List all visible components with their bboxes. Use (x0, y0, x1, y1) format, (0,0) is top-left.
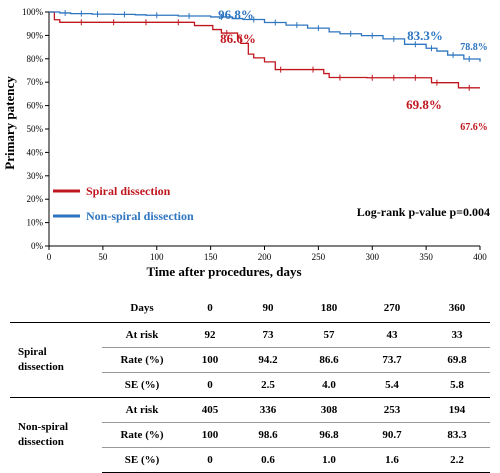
group-label-spiral: Spiral dissection (10, 322, 102, 398)
row-label: Rate (%) (102, 422, 182, 448)
x-tick-label: 300 (366, 252, 380, 262)
table-row: Non-spiral dissection At risk 405 336 30… (10, 397, 490, 473)
x-axis-title: Time after procedures, days (146, 264, 301, 279)
group-label-nonspiral: Non-spiral dissection (10, 397, 102, 473)
table-cell: 100 (182, 422, 238, 448)
annotation-spiral-400: 67.6% (460, 122, 488, 133)
table-cell: 336 (238, 397, 298, 423)
y-tick-label: 60% (27, 101, 44, 111)
header-day-180: 180 (320, 302, 338, 314)
y-tick-label: 100% (22, 7, 44, 17)
annotation-nonspiral-400: 78.8% (460, 42, 488, 53)
table-cell: 4.0 (298, 372, 360, 398)
y-tick-label: 70% (27, 77, 44, 87)
table-cell: 1.6 (360, 447, 424, 473)
row-label: At risk (102, 322, 182, 348)
annotation-spiral-180: 86.6% (220, 31, 256, 46)
table-row: Rate (%) 100 94.2 86.6 73.7 69.8 (10, 347, 490, 373)
km-curve-spiral (49, 11, 480, 89)
header-day-270: 270 (383, 302, 401, 314)
group-name-line: Non-spiral (18, 421, 69, 434)
table-cell: 1.0 (298, 447, 360, 473)
header-day-90: 90 (262, 302, 274, 314)
annotation-nonspiral-180: 96.8% (218, 7, 254, 22)
row-label: SE (%) (102, 447, 182, 473)
table-header-row: Days 0 90 180 270 360 (10, 294, 490, 323)
table-cell: 2.2 (424, 447, 490, 473)
y-tick-label: 30% (27, 171, 44, 181)
table-row: SE (%) 0 2.5 4.0 5.4 5.8 (10, 372, 490, 398)
table-cell: 57 (298, 322, 360, 348)
row-label: At risk (102, 397, 182, 423)
table-cell: 96.8 (298, 422, 360, 448)
table-cell: 405 (182, 397, 238, 423)
table-cell: 5.4 (360, 372, 424, 398)
y-tick-label: 40% (27, 147, 44, 157)
table-cell: 98.6 (238, 422, 298, 448)
y-tick-label: 90% (27, 30, 44, 40)
header-day-360: 360 (448, 302, 466, 314)
table-cell: 73.7 (360, 347, 424, 373)
table-cell: 33 (424, 322, 490, 348)
y-axis-title: Primary patency (2, 76, 17, 170)
y-tick-label: 50% (27, 124, 44, 134)
table-cell: 100 (182, 347, 238, 373)
table-corner (10, 294, 102, 323)
row-label: Rate (%) (102, 347, 182, 373)
series-layer (49, 9, 481, 91)
header-days: Days (130, 302, 154, 314)
km-curve-nonspiral (49, 11, 481, 62)
table-cell: 92 (182, 322, 238, 348)
x-tick-label: 150 (204, 252, 218, 262)
table-cell: 73 (238, 322, 298, 348)
table-cell: 194 (424, 397, 490, 423)
y-tick-label: 0% (31, 241, 44, 251)
at-risk-table: Days 0 90 180 270 360 Spiral dissection … (10, 294, 490, 473)
legend-label-spiral: Spiral dissection (86, 184, 171, 198)
table-cell: 253 (360, 397, 424, 423)
table-cell: 83.3 (424, 422, 490, 448)
group-name-line: dissection (18, 436, 64, 449)
table-cell: 90.7 (360, 422, 424, 448)
table-cell: 43 (360, 322, 424, 348)
pvalue-label: Log-rank p-value p=0.004 (357, 205, 490, 219)
x-tick-label: 50 (98, 252, 108, 262)
header-day-0: 0 (207, 302, 213, 314)
table-cell: 308 (298, 397, 360, 423)
annotations: 96.8% 86.6% 83.3% 69.8% 78.8% 67.6% (218, 7, 488, 133)
table-cell: 86.6 (298, 347, 360, 373)
x-axis-ticks: 0 50 100 150 200 250 300 350 400 (47, 246, 487, 262)
series-spiral (49, 11, 480, 91)
table-row: Rate (%) 100 98.6 96.8 90.7 83.3 (10, 422, 490, 448)
table-cell: 5.8 (424, 372, 490, 398)
table-cell: 2.5 (238, 372, 298, 398)
table-cell: 0 (182, 372, 238, 398)
table-cell: 69.8 (424, 347, 490, 373)
table-cell: 0.6 (238, 447, 298, 473)
row-label: SE (%) (102, 372, 182, 398)
table-cell: 0 (182, 447, 238, 473)
x-tick-label: 0 (47, 252, 52, 262)
y-axis-ticks: 0% 10% 20% 30% 40% 50% 60% 70% 80% 90% 100% (22, 7, 49, 251)
km-chart: 0% 10% 20% 30% 40% 50% 60% 70% 80% 90% 100% 0 50 100… (2, 7, 490, 279)
group-name-line: Spiral (18, 346, 47, 358)
x-tick-label: 250 (312, 252, 326, 262)
group-name-line: dissection (18, 361, 64, 373)
x-tick-label: 400 (473, 252, 487, 262)
y-tick-label: 80% (27, 54, 44, 64)
annotation-nonspiral-360: 83.3% (407, 28, 443, 43)
series-nonspiral (49, 9, 481, 63)
x-tick-label: 350 (419, 252, 433, 262)
legend: Spiral dissection Non-spiral dissection (53, 184, 194, 223)
x-tick-label: 100 (150, 252, 164, 262)
x-tick-label: 200 (258, 252, 272, 262)
y-tick-label: 10% (27, 218, 44, 228)
table-row: Spiral dissection At risk 92 73 57 43 33 (10, 322, 490, 398)
table-cell: 94.2 (238, 347, 298, 373)
legend-label-nonspiral: Non-spiral dissection (86, 209, 194, 223)
y-tick-label: 20% (27, 194, 44, 204)
annotation-spiral-360: 69.8% (406, 97, 442, 112)
